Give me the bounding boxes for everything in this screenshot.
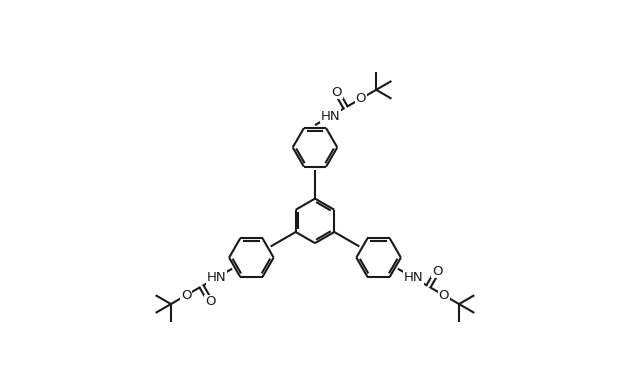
Text: O: O [355, 92, 366, 105]
Text: O: O [181, 289, 192, 302]
Text: O: O [438, 289, 449, 302]
Text: HN: HN [207, 271, 227, 284]
Text: HN: HN [321, 110, 340, 123]
Text: O: O [205, 295, 215, 308]
Text: HN: HN [403, 271, 423, 284]
Text: O: O [331, 86, 342, 99]
Text: O: O [432, 265, 442, 277]
